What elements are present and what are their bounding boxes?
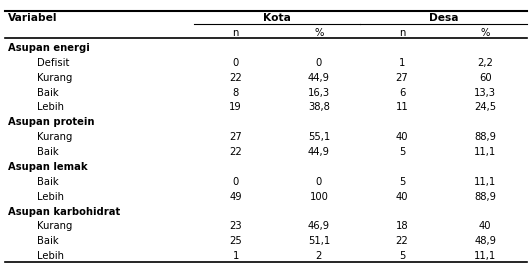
Text: 27: 27 bbox=[229, 132, 242, 142]
Text: 22: 22 bbox=[229, 73, 242, 83]
Text: 18: 18 bbox=[396, 221, 408, 231]
Text: Lebih: Lebih bbox=[37, 192, 64, 202]
Text: n: n bbox=[232, 28, 239, 38]
Text: 11,1: 11,1 bbox=[474, 147, 496, 157]
Text: 6: 6 bbox=[399, 88, 405, 98]
Text: 1: 1 bbox=[232, 251, 239, 261]
Text: 38,8: 38,8 bbox=[308, 102, 330, 112]
Text: 0: 0 bbox=[316, 177, 322, 187]
Text: 25: 25 bbox=[229, 236, 242, 246]
Text: Defisit: Defisit bbox=[37, 58, 70, 68]
Text: 44,9: 44,9 bbox=[308, 147, 330, 157]
Text: 11: 11 bbox=[396, 102, 409, 112]
Text: 5: 5 bbox=[399, 177, 405, 187]
Text: Baik: Baik bbox=[37, 177, 59, 187]
Text: 48,9: 48,9 bbox=[474, 236, 496, 246]
Text: 22: 22 bbox=[396, 236, 409, 246]
Text: 19: 19 bbox=[229, 102, 242, 112]
Text: Kurang: Kurang bbox=[37, 221, 72, 231]
Text: Variabel: Variabel bbox=[8, 13, 57, 23]
Text: 2: 2 bbox=[315, 251, 322, 261]
Text: 11,1: 11,1 bbox=[474, 177, 496, 187]
Text: 51,1: 51,1 bbox=[307, 236, 330, 246]
Text: 40: 40 bbox=[396, 132, 408, 142]
Text: 0: 0 bbox=[316, 58, 322, 68]
Text: 11,1: 11,1 bbox=[474, 251, 496, 261]
Text: 23: 23 bbox=[229, 221, 242, 231]
Text: 44,9: 44,9 bbox=[308, 73, 330, 83]
Text: Asupan karbohidrat: Asupan karbohidrat bbox=[8, 207, 120, 217]
Text: Desa: Desa bbox=[429, 13, 458, 23]
Text: Kurang: Kurang bbox=[37, 73, 72, 83]
Text: Kota: Kota bbox=[263, 13, 291, 23]
Text: Asupan lemak: Asupan lemak bbox=[8, 162, 88, 172]
Text: 16,3: 16,3 bbox=[308, 88, 330, 98]
Text: Baik: Baik bbox=[37, 236, 59, 246]
Text: 22: 22 bbox=[229, 147, 242, 157]
Text: %: % bbox=[480, 28, 490, 38]
Text: 55,1: 55,1 bbox=[307, 132, 330, 142]
Text: 2,2: 2,2 bbox=[477, 58, 493, 68]
Text: %: % bbox=[314, 28, 323, 38]
Text: Asupan protein: Asupan protein bbox=[8, 117, 95, 127]
Text: 46,9: 46,9 bbox=[308, 221, 330, 231]
Text: 13,3: 13,3 bbox=[474, 88, 496, 98]
Text: 0: 0 bbox=[232, 58, 239, 68]
Text: 60: 60 bbox=[479, 73, 492, 83]
Text: Lebih: Lebih bbox=[37, 251, 64, 261]
Text: 5: 5 bbox=[399, 147, 405, 157]
Text: 8: 8 bbox=[232, 88, 239, 98]
Text: 100: 100 bbox=[310, 192, 328, 202]
Text: Kurang: Kurang bbox=[37, 132, 72, 142]
Text: 0: 0 bbox=[232, 177, 239, 187]
Text: Asupan energi: Asupan energi bbox=[8, 43, 90, 53]
Text: 88,9: 88,9 bbox=[474, 132, 496, 142]
Text: Lebih: Lebih bbox=[37, 102, 64, 112]
Text: Baik: Baik bbox=[37, 88, 59, 98]
Text: 88,9: 88,9 bbox=[474, 192, 496, 202]
Text: 24,5: 24,5 bbox=[474, 102, 496, 112]
Text: n: n bbox=[399, 28, 405, 38]
Text: 40: 40 bbox=[479, 221, 492, 231]
Text: 27: 27 bbox=[396, 73, 409, 83]
Text: 5: 5 bbox=[399, 251, 405, 261]
Text: Baik: Baik bbox=[37, 147, 59, 157]
Text: 40: 40 bbox=[396, 192, 408, 202]
Text: 49: 49 bbox=[229, 192, 242, 202]
Text: 1: 1 bbox=[399, 58, 405, 68]
